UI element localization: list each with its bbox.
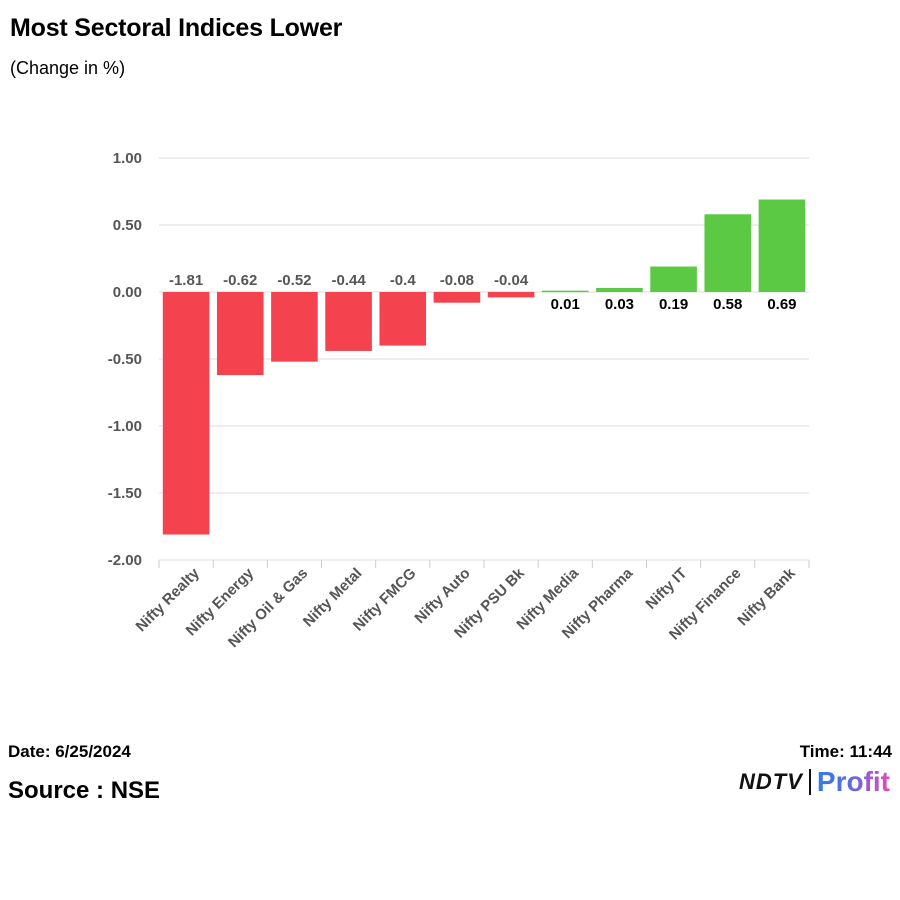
data-label: 0.58 (713, 296, 742, 313)
data-label: -1.81 (169, 272, 203, 289)
bar (379, 292, 427, 346)
bar (433, 292, 481, 303)
ndtv-profit-logo: NDTV Profit (739, 766, 890, 798)
y-tick-label: -0.50 (108, 351, 142, 368)
bar-chart: 1.00 0.50 0.00 -0.50 -1.00 -1.50 -2.00 -1.81 Nif… (108, 150, 810, 651)
chart-subtitle: (Change in %) (10, 58, 126, 78)
bar (216, 292, 264, 376)
logo-product: Profit (816, 766, 890, 797)
data-label: 0.03 (605, 296, 634, 313)
bar (758, 199, 806, 292)
data-label: -0.62 (223, 272, 257, 289)
bar (162, 292, 210, 535)
bar (541, 290, 589, 293)
y-tick-label: 0.50 (113, 217, 142, 234)
x-tick-label: Nifty IT (642, 565, 690, 613)
data-label: -0.52 (277, 272, 311, 289)
y-tick-label: -2.00 (108, 552, 142, 569)
data-label: 0.69 (767, 296, 796, 313)
y-tick-label: 0.00 (113, 284, 142, 301)
bar (271, 292, 318, 362)
y-tick-label: -1.00 (108, 418, 142, 435)
date-label: Date: 6/25/2024 (8, 742, 131, 761)
logo-divider (808, 769, 811, 795)
bar (325, 292, 372, 351)
y-tick-label: 1.00 (113, 150, 142, 167)
data-label: -0.04 (494, 272, 529, 289)
source-label: Source : NSE (8, 777, 161, 804)
data-label: -0.4 (390, 272, 417, 289)
bar (596, 287, 643, 292)
logo-brand: NDTV (739, 769, 803, 794)
data-label: -0.44 (331, 272, 366, 289)
time-label: Time: 11:44 (799, 742, 892, 761)
bar (650, 266, 697, 292)
data-label: 0.19 (659, 296, 688, 313)
data-label: -0.08 (440, 272, 474, 289)
data-label: 0.01 (551, 296, 580, 313)
x-tick-label: Nifty Bank (734, 564, 799, 629)
chart-title: Most Sectoral Indices Lower (10, 14, 343, 42)
bar (487, 292, 535, 298)
bar (704, 214, 752, 292)
y-tick-label: -1.50 (108, 485, 142, 502)
